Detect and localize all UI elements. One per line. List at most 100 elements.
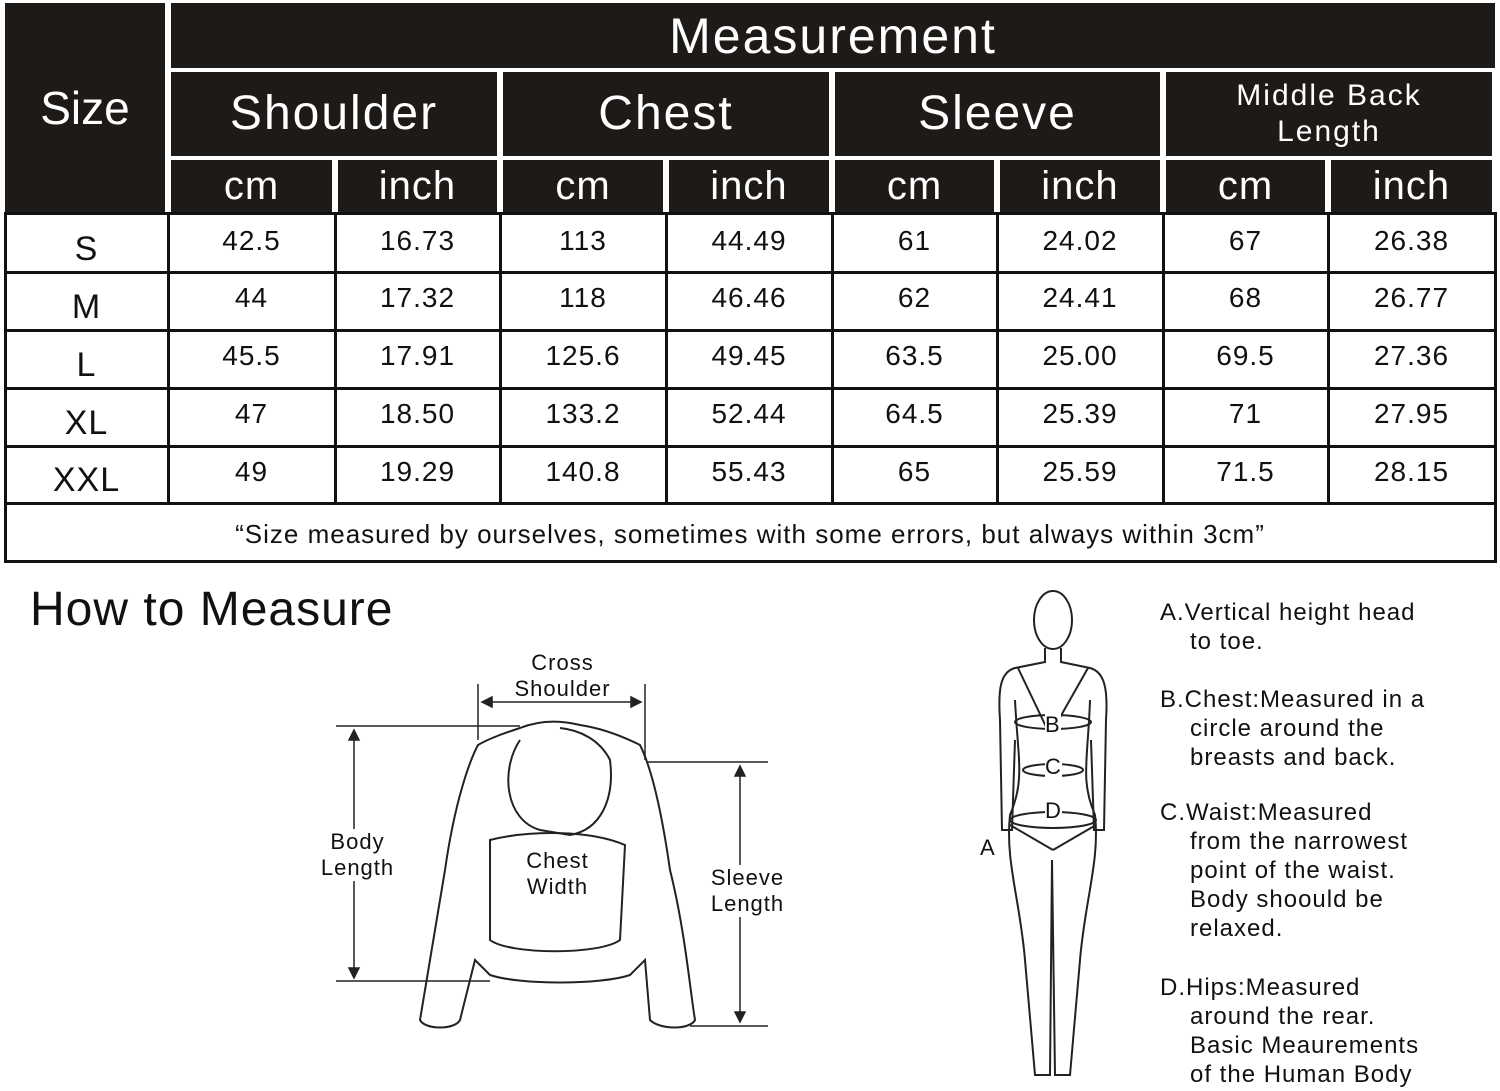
note-item: C.Waist:Measured from the narrowest point …: [1160, 798, 1408, 943]
value-cell: 42.5: [222, 224, 281, 256]
value-cell: 25.00: [1042, 340, 1118, 371]
value-cell: 25.39: [1042, 398, 1118, 429]
value-cell: 27.36: [1373, 340, 1450, 371]
unit-header: cm: [171, 160, 332, 212]
value-cell: 26.77: [1373, 282, 1450, 313]
value-cell: 44.49: [711, 224, 787, 256]
value-cell: 47: [234, 398, 269, 429]
value-cell: 69.5: [1216, 340, 1275, 371]
value-cell: 18.50: [379, 398, 456, 429]
group-header: Middle Back Length: [1166, 72, 1492, 156]
unit-header: inch: [669, 160, 829, 212]
value-cell: 61: [897, 224, 932, 256]
value-cell: 24.41: [1042, 282, 1118, 313]
row-divider: [4, 387, 1497, 390]
value-cell: 19.29: [379, 455, 456, 487]
label-line: Length: [710, 891, 785, 916]
body-label-a: A: [980, 835, 996, 860]
note-line: Body shoould be: [1190, 886, 1384, 913]
unit-header: inch: [1000, 160, 1160, 212]
note-line: B.Chest:Measured in a: [1160, 686, 1426, 713]
unit-header: cm: [835, 160, 994, 212]
label-line: Width: [526, 874, 589, 899]
size-cell: XL: [64, 403, 109, 442]
unit-header: inch: [338, 160, 497, 212]
value-cell: 62: [897, 282, 932, 313]
table-row: XL 47 18.50 133.2 52.44 64.5 25.39 71 27.95: [0, 388, 1500, 446]
note-line: D.Hips:Measured: [1160, 974, 1361, 1001]
group-header: Chest: [503, 72, 829, 156]
note-line: from the narrowest: [1190, 828, 1409, 855]
body-length-label: Body Length: [310, 829, 405, 881]
table-row: L 45.5 17.91 125.6 49.45 63.5 25.00 69.5 27.36: [0, 330, 1500, 388]
note-line: relaxed.: [1190, 915, 1284, 942]
value-cell: 64.5: [885, 398, 944, 429]
label-line: Body: [330, 829, 385, 854]
size-cell: L: [76, 345, 97, 384]
note-line: Basic Meaurements: [1190, 1032, 1420, 1059]
value-cell: 63.5: [885, 340, 944, 371]
column-divider: [334, 213, 337, 504]
note-line: point of the waist.: [1190, 857, 1396, 884]
value-cell: 46.46: [711, 282, 787, 313]
note-item: A.Vertical height head to toe.: [1160, 598, 1416, 656]
label-line: Length: [320, 855, 395, 880]
row-divider: [4, 560, 1497, 563]
footnote: “Size measured by ourselves, sometimes w…: [235, 518, 1265, 549]
size-cell: XXL: [52, 461, 121, 499]
label-line: Shoulder: [514, 676, 611, 701]
value-cell: 24.02: [1042, 224, 1118, 256]
group-header: Shoulder: [171, 72, 497, 156]
value-cell: 26.38: [1373, 224, 1450, 256]
value-cell: 65: [897, 455, 932, 487]
value-cell: 25.59: [1042, 455, 1118, 487]
column-divider: [167, 213, 170, 504]
cross-shoulder-label: Cross Shoulder: [505, 650, 620, 702]
body-label-d: D: [1045, 798, 1062, 824]
table-row: M 44 17.32 118 46.46 62 24.41 68 26.77: [0, 272, 1500, 330]
value-cell: 49.45: [711, 340, 787, 371]
value-cell: 27.95: [1373, 398, 1450, 429]
value-cell: 125.6: [545, 340, 621, 371]
row-divider: [4, 212, 1497, 215]
label-line: Chest: [526, 848, 589, 873]
size-cell: S: [74, 230, 99, 268]
value-cell: 49: [234, 455, 269, 487]
value-cell: 68: [1228, 282, 1263, 313]
row-divider: [4, 329, 1497, 332]
note-line: circle around the: [1190, 715, 1385, 742]
value-cell: 52.44: [711, 398, 787, 429]
value-cell: 118: [559, 282, 607, 313]
size-header: Size: [5, 3, 165, 212]
chest-width-label: Chest Width: [510, 848, 605, 900]
sweater-diagram: [336, 684, 768, 1029]
value-cell: 45.5: [222, 340, 281, 371]
unit-header: inch: [1331, 160, 1492, 212]
body-figure-diagram: [998, 590, 1108, 1076]
column-divider: [1327, 213, 1330, 504]
note-line: breasts and back.: [1190, 744, 1397, 771]
label-line: Cross: [531, 650, 594, 675]
note-item: D.Hips:Measured around the rear. Basic Mea…: [1160, 973, 1419, 1089]
label-line: Sleeve: [710, 865, 785, 890]
column-divider: [1162, 213, 1165, 504]
group-header: Sleeve: [835, 72, 1160, 156]
measurement-header: Measurement: [171, 3, 1495, 68]
value-cell: 140.8: [545, 455, 621, 487]
sleeve-length-label: Sleeve Length: [700, 865, 795, 917]
row-divider: [4, 445, 1497, 448]
value-cell: 44: [234, 282, 269, 313]
value-cell: 17.32: [379, 282, 456, 313]
value-cell: 71: [1228, 398, 1263, 429]
table-row: S 42.5 16.73 113 44.49 61 24.02 67 26.38: [0, 215, 1500, 272]
value-cell: 67: [1228, 224, 1263, 256]
value-cell: 28.15: [1373, 455, 1450, 487]
value-cell: 55.43: [711, 455, 787, 487]
column-divider: [996, 213, 999, 504]
note-line: A.Vertical height head: [1160, 599, 1416, 626]
note-line: C.Waist:Measured: [1160, 799, 1373, 826]
column-divider: [831, 213, 834, 504]
unit-header: cm: [503, 160, 663, 212]
how-to-measure-title: How to Measure: [30, 583, 394, 636]
